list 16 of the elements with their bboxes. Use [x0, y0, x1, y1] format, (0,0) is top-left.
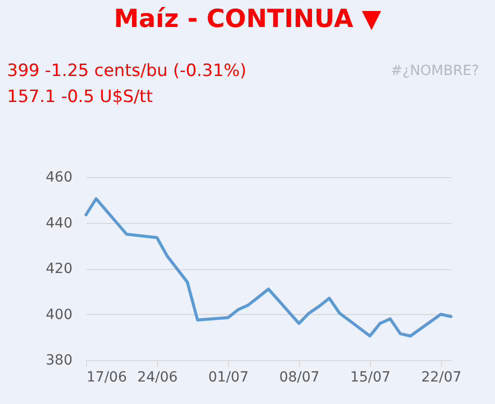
line-series — [84, 197, 452, 338]
x-tick-label: 01/07 — [208, 370, 249, 386]
text: #¿NOMBRE? — [390, 63, 479, 79]
y-tick-label: 380 — [46, 352, 72, 368]
y-tick-label: 440 — [46, 215, 72, 232]
text: 157.1 -0.5 U$S/tt — [7, 87, 153, 107]
y-tick-label: 400 — [46, 306, 72, 323]
x-tick-label: 08/07 — [279, 370, 320, 386]
y-tick-label: 460 — [46, 170, 72, 186]
y-tick-label: 420 — [46, 261, 72, 277]
chart-title: Maíz - CONTINUA ▼ — [112, 4, 382, 33]
x-tick-label: 15/07 — [350, 370, 391, 386]
x-tick-label: 22/07 — [421, 370, 462, 386]
x-tick-label: 24/06 — [137, 370, 178, 386]
x-tick-label: 17/06 — [86, 370, 127, 386]
text: 399 -1.25 cents/bu (-0.31%) — [7, 61, 246, 81]
